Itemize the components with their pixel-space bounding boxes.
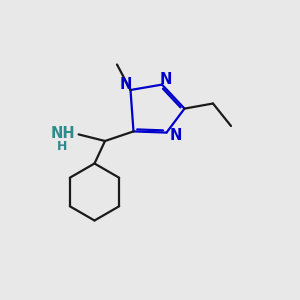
Text: N: N <box>159 72 172 87</box>
Text: NH: NH <box>51 126 75 141</box>
Text: N: N <box>169 128 182 142</box>
Text: N: N <box>120 77 132 92</box>
Text: H: H <box>57 140 68 153</box>
